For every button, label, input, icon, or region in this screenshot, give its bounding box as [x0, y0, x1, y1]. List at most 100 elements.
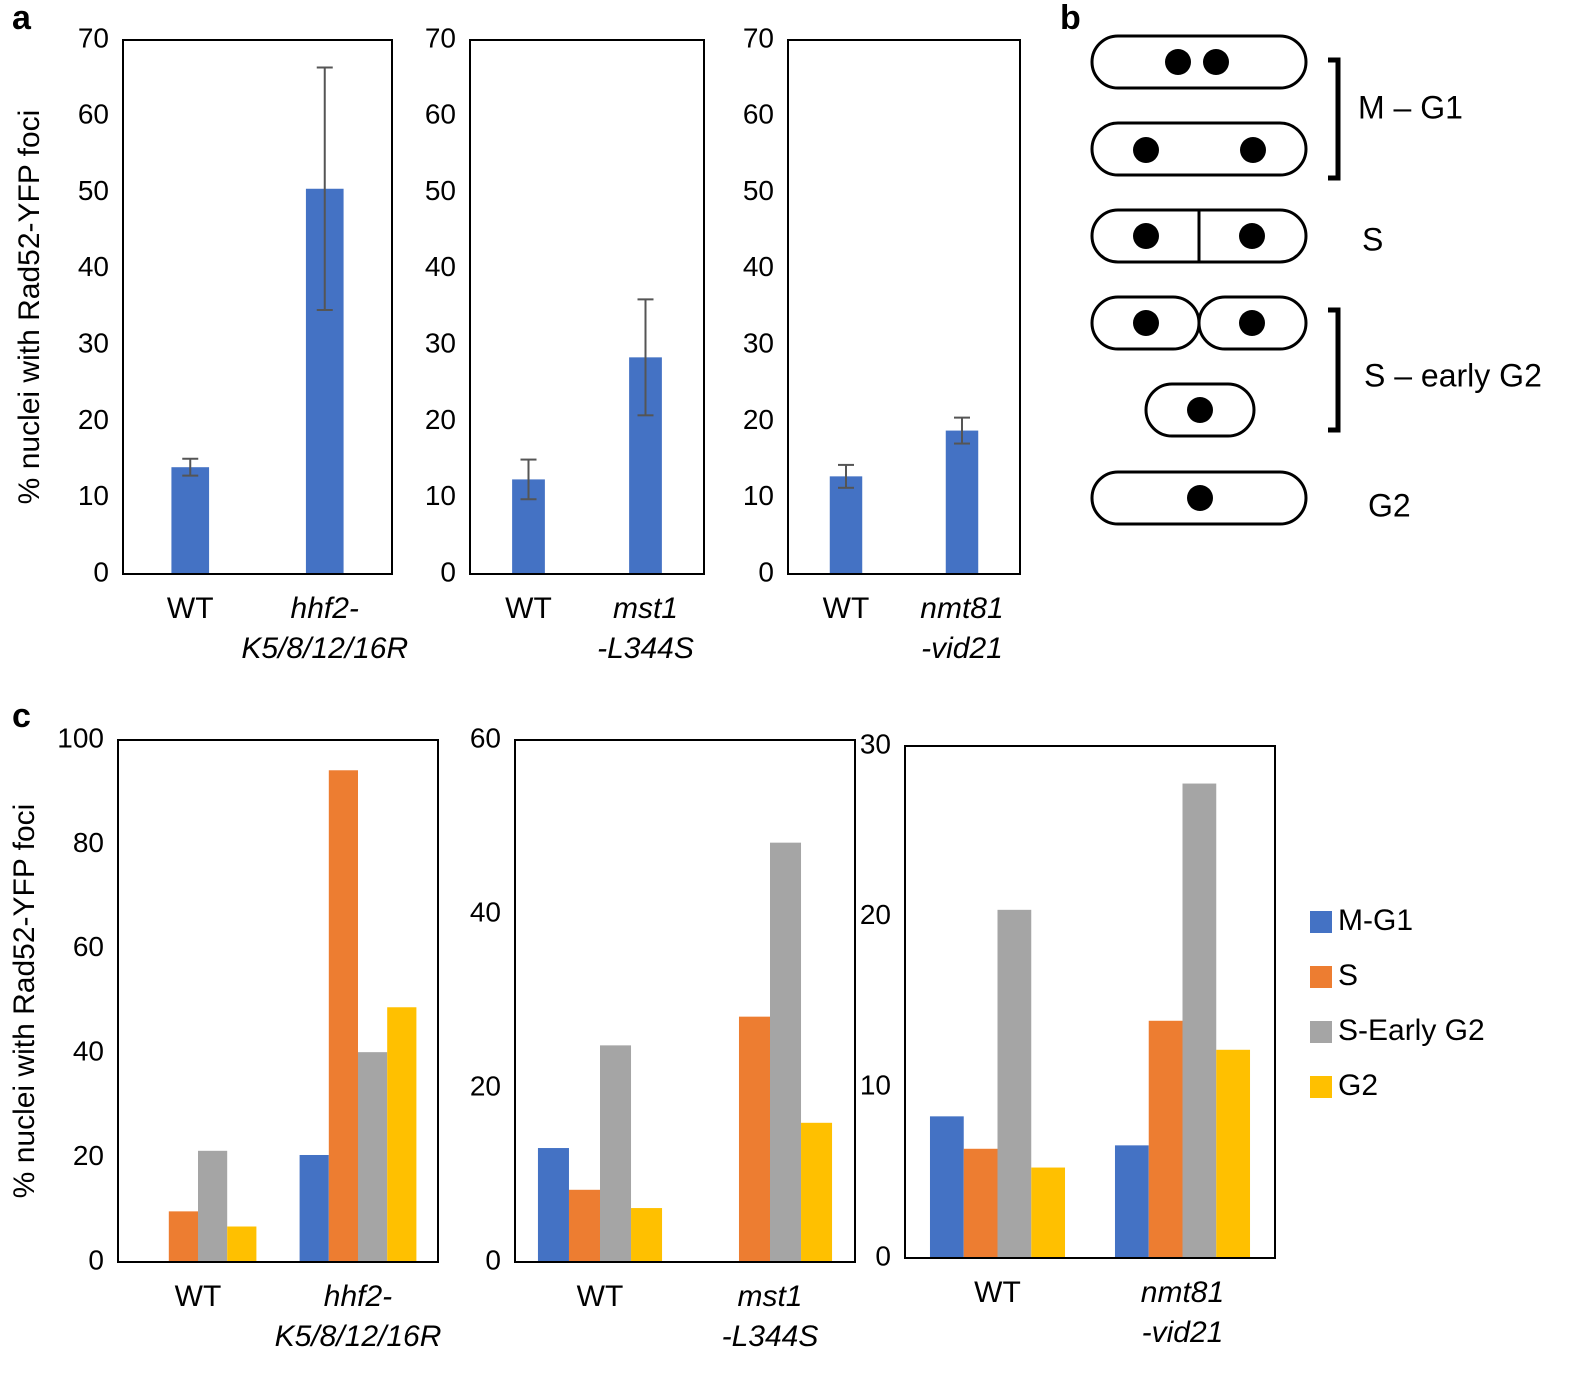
- x-tick-label: WT: [505, 592, 552, 625]
- y-tick-label: 30: [425, 328, 456, 359]
- bar: [568, 1189, 600, 1262]
- y-tick-label: 0: [758, 556, 774, 587]
- nucleus: [1133, 137, 1159, 163]
- nucleus: [1239, 223, 1265, 249]
- bar: [801, 1122, 833, 1262]
- plot-frame: [122, 39, 393, 575]
- nucleus: [1187, 485, 1213, 511]
- x-tick-label: WT: [974, 1276, 1021, 1309]
- bracket: [1328, 307, 1341, 433]
- panel-label: b: [1060, 0, 1081, 37]
- y-tick-label: 30: [860, 728, 891, 759]
- y-tick-label: 0: [485, 1244, 501, 1275]
- y-tick-label: 40: [743, 251, 774, 282]
- y-tick-label: 10: [425, 480, 456, 511]
- x-tick-label: WT: [823, 592, 870, 625]
- y-tick-label: 20: [470, 1070, 501, 1101]
- panel-label: c: [12, 697, 31, 735]
- x-tick-label: WT: [577, 1280, 624, 1313]
- y-tick-label: 40: [73, 1036, 104, 1067]
- bar: [299, 1154, 329, 1262]
- y-tick-label: 0: [875, 1240, 891, 1271]
- stage-label: M – G1: [1358, 89, 1463, 125]
- y-tick-label: 80: [73, 827, 104, 858]
- y-tick-label: 100: [57, 722, 104, 753]
- y-tick-label: 20: [425, 404, 456, 435]
- y-tick-label: 10: [860, 1070, 891, 1101]
- y-tick-label: 20: [743, 404, 774, 435]
- y-tick-label: 10: [78, 480, 109, 511]
- bracket: [1328, 57, 1341, 181]
- y-axis-label: % nuclei with Rad52-YFP foci: [8, 804, 41, 1199]
- cell: [1090, 121, 1308, 177]
- legend-swatch: [1310, 1076, 1332, 1098]
- legend-label: M-G1: [1338, 904, 1413, 937]
- bar: [738, 1016, 770, 1262]
- panel-label: a: [12, 0, 32, 37]
- y-tick-label: 0: [440, 556, 456, 587]
- x-tick-label: mst1 -L344S: [597, 592, 694, 665]
- y-tick-label: 50: [425, 175, 456, 206]
- legend-label: S-Early G2: [1338, 1014, 1485, 1047]
- y-tick-label: 60: [78, 99, 109, 130]
- bar: [1216, 1049, 1251, 1258]
- cell: [1090, 34, 1308, 90]
- y-tick-label: 70: [78, 22, 109, 53]
- y-tick-label: 0: [88, 1244, 104, 1275]
- stage-label: G2: [1368, 487, 1411, 523]
- legend-swatch: [1310, 1021, 1332, 1043]
- y-tick-label: 60: [470, 722, 501, 753]
- plot-frame: [904, 745, 1276, 1259]
- nucleus: [1187, 397, 1213, 423]
- bar: [1114, 1145, 1149, 1258]
- nucleus: [1203, 49, 1229, 75]
- bar: [1148, 1020, 1183, 1258]
- y-tick-label: 20: [860, 899, 891, 930]
- y-tick-label: 30: [78, 328, 109, 359]
- bar: [171, 467, 210, 574]
- bar: [227, 1226, 257, 1262]
- bar: [358, 1052, 388, 1262]
- bar: [537, 1148, 569, 1262]
- bar: [963, 1148, 998, 1258]
- x-tick-label: hhf2-K5/8/12/16R: [275, 1280, 442, 1353]
- y-tick-label: 40: [78, 251, 109, 282]
- plot-frame: [469, 39, 705, 575]
- bar: [997, 909, 1032, 1258]
- legend-label: G2: [1338, 1069, 1378, 1102]
- bar: [770, 842, 802, 1262]
- nucleus: [1239, 310, 1265, 336]
- y-tick-label: 70: [425, 22, 456, 53]
- bar: [328, 770, 358, 1262]
- y-tick-label: 0: [93, 556, 109, 587]
- legend-label: S: [1338, 959, 1358, 992]
- bar: [929, 1116, 964, 1258]
- bar: [945, 430, 979, 574]
- bar: [829, 476, 863, 574]
- plot-frame: [787, 39, 1021, 575]
- bar: [168, 1211, 198, 1262]
- x-tick-label: mst1 -L344S: [722, 1280, 819, 1353]
- x-tick-label: nmt81 -vid21: [920, 592, 1003, 665]
- bar: [387, 1007, 417, 1262]
- x-tick-label: WT: [175, 1280, 222, 1313]
- bar: [1182, 783, 1217, 1258]
- y-tick-label: 40: [425, 251, 456, 282]
- x-tick-label: hhf2-K5/8/12/16R: [241, 592, 408, 665]
- plot-frame: [117, 739, 439, 1263]
- legend-swatch: [1310, 911, 1332, 933]
- y-axis-label: % nuclei with Rad52-YFP foci: [13, 110, 46, 505]
- nucleus: [1240, 137, 1266, 163]
- y-tick-label: 70: [743, 22, 774, 53]
- bar: [198, 1150, 228, 1262]
- plot-frame: [514, 739, 856, 1263]
- y-tick-label: 20: [73, 1140, 104, 1171]
- bar: [1031, 1167, 1066, 1258]
- nucleus: [1165, 49, 1191, 75]
- cell-cycle-diagram: M – G1 S S – early G2 G2: [1090, 34, 1542, 526]
- y-tick-label: 10: [743, 480, 774, 511]
- legend-swatch: [1310, 966, 1332, 988]
- stage-label: S: [1362, 221, 1383, 257]
- y-tick-label: 50: [743, 175, 774, 206]
